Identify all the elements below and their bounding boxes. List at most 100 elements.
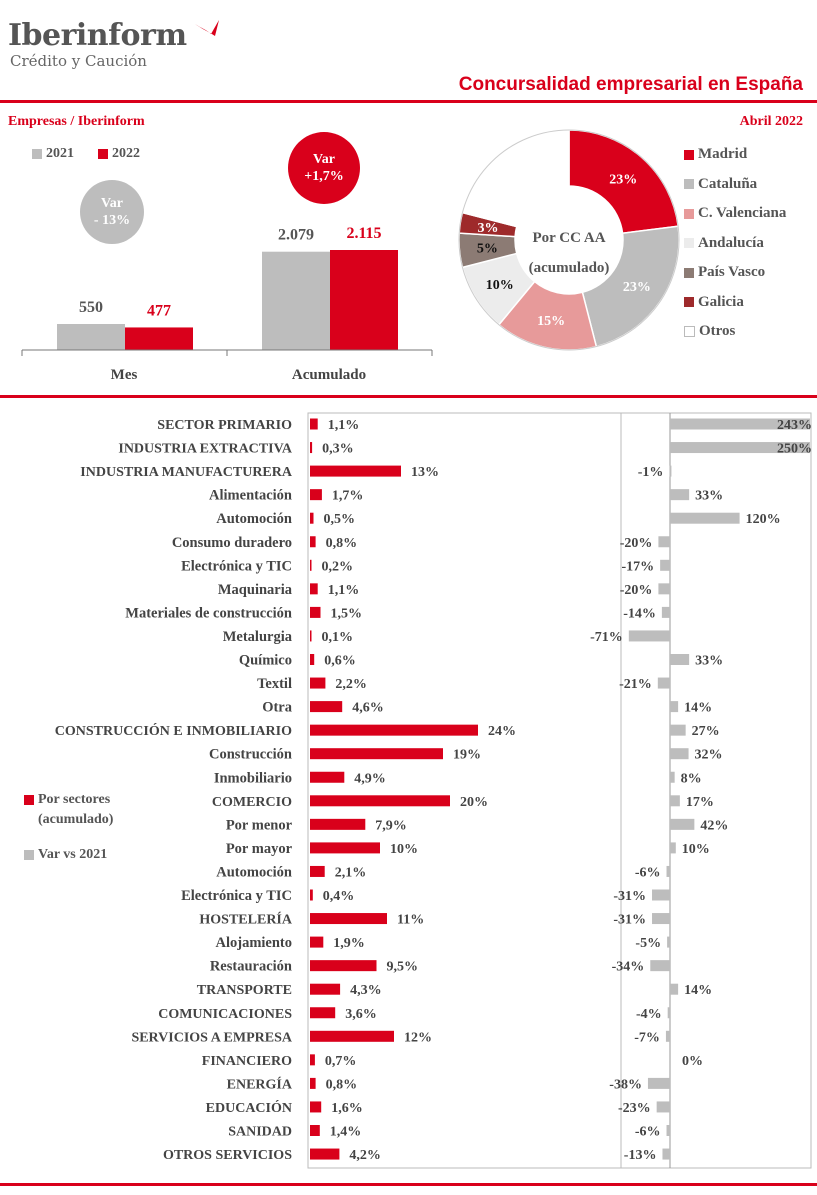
- share-bar-qu-mico-10: [310, 654, 315, 665]
- var-bar-materiales-de-construcci-n-8: [661, 606, 670, 618]
- donut-legend-swatch: [684, 297, 694, 308]
- share-label-inmobiliario-15: 4,9%: [354, 771, 386, 786]
- donut-legend-label: País Vasco: [698, 264, 766, 280]
- sector-label-sanidad-30: SANIDAD: [228, 1125, 292, 1140]
- var-bar-electr-nica-y-tic-20: [652, 889, 670, 901]
- share-label-sector-primario-0: 1,1%: [328, 418, 360, 433]
- share-label-hosteler-a-21: 11%: [397, 913, 424, 928]
- legend-2022-label: 2022: [112, 146, 140, 161]
- var-label-comunicaciones-25: -4%: [636, 1007, 662, 1022]
- donut-legend-label: Cataluña: [698, 175, 758, 192]
- var-bar-consumo-duradero-5: [658, 536, 670, 548]
- bar-2021-mes: [57, 323, 125, 350]
- donut-marks: 23% 23% 15% 10% 5% 3%: [458, 129, 680, 351]
- legend-2021-label: 2021: [46, 146, 74, 161]
- brand-logo: Iberinform: [8, 18, 223, 53]
- legend-2022: 2022: [98, 146, 140, 162]
- var-label-servicios-a-empresa-26: -7%: [634, 1030, 660, 1045]
- brand-name: Iberinform: [8, 18, 187, 53]
- var-bar-energ-a-28: [647, 1077, 670, 1089]
- brand-swoosh-icon: [194, 20, 219, 36]
- donut-legend-item: Galicia: [684, 294, 786, 324]
- var-bar-sanidad-30: [666, 1125, 670, 1136]
- var-label-comercio-16: 17%: [686, 795, 714, 810]
- var-label-sector-primario-0: 243%: [777, 418, 812, 433]
- var-label-educaci-n-29: -23%: [618, 1101, 651, 1116]
- share-label-consumo-duradero-5: 0,8%: [326, 536, 358, 551]
- donut-legend-item: Madrid: [684, 146, 786, 176]
- legend-2021-swatch: [32, 148, 42, 159]
- donut-label-madrid: 23%: [609, 172, 637, 187]
- donut-legend-label: Galicia: [698, 293, 744, 310]
- donut-legend-swatch: [684, 179, 694, 190]
- donut-legend-item: País Vasco: [684, 264, 786, 294]
- share-bar-energ-a-28: [310, 1077, 316, 1089]
- var-label-textil-11: -21%: [619, 677, 652, 692]
- var-label-por-menor-17: 42%: [700, 818, 728, 833]
- var-bar-educaci-n-29: [656, 1101, 670, 1113]
- var-label-restauraci-n-23: -34%: [612, 960, 645, 975]
- sector-label-industria-extractiva-1: INDUSTRIA EXTRACTIVA: [118, 442, 293, 457]
- var-bar-servicios-a-empresa-26: [665, 1030, 670, 1042]
- share-bar-servicios-a-empresa-26: [310, 1030, 394, 1042]
- share-bar-construcci-n-e-inmobiliario-13: [310, 724, 478, 736]
- companies-bar-chart: 550 477 2.079 2.115 Mes Acumulado: [21, 225, 433, 383]
- share-bar-metalurgia-9: [310, 630, 312, 642]
- var-bar-por-menor-17: [670, 818, 695, 830]
- donut-legend-label: Otros: [699, 323, 736, 339]
- category-label-acumulado: Acumulado: [292, 367, 366, 383]
- sector-label-qu-mico-10: Químico: [239, 653, 292, 669]
- donut-legend-swatch: [684, 208, 694, 219]
- share-label-automoci-n-4: 0,5%: [324, 512, 356, 527]
- bar-label-2022-mes: 477: [147, 302, 171, 319]
- var-label-industria-extractiva-1: 250%: [777, 442, 812, 457]
- donut-outline: [458, 129, 680, 351]
- bar-label-2021-acumulado: 2.079: [278, 227, 314, 244]
- share-label-maquinaria-7: 1,1%: [328, 583, 360, 598]
- var-label-alojamiento-22: -5%: [635, 936, 661, 951]
- share-bar-por-menor-17: [310, 818, 366, 830]
- sector-label-otra-12: Otra: [262, 700, 293, 716]
- donut-center-line1: Por CC AA: [532, 230, 605, 246]
- var-label-maquinaria-7: -20%: [620, 583, 653, 598]
- var-label-materiales-de-construcci-n-8: -14%: [623, 606, 656, 621]
- var-label-construcci-n-14: 32%: [695, 748, 723, 763]
- sector-label-transporte-24: TRANSPORTE: [197, 983, 292, 998]
- share-label-construcci-n-14: 19%: [453, 748, 481, 763]
- sector-label-industria-manufacturera-2: INDUSTRIA MANUFACTURERA: [80, 465, 293, 480]
- legend-2021: 2021: [32, 146, 74, 162]
- sector-legend-share-swatch: [24, 794, 34, 805]
- share-label-energ-a-28: 0,8%: [326, 1077, 358, 1092]
- var-bar-inmobiliario-15: [670, 771, 675, 783]
- var-bar-industria-extractiva-1: [670, 442, 810, 454]
- sector-legend-var-label: Var vs 2021: [38, 847, 108, 862]
- share-label-industria-extractiva-1: 0,3%: [322, 442, 354, 457]
- sector-label-metalurgia-9: Metalurgia: [223, 629, 293, 645]
- var-bar-automoci-n-19: [666, 865, 670, 877]
- share-bar-educaci-n-29: [310, 1101, 322, 1113]
- share-label-electr-nica-y-tic-20: 0,4%: [323, 889, 355, 904]
- sector-legend-share-label: Por sectores (acumulado): [38, 792, 114, 827]
- var-bar-otros-servicios-31: [662, 1148, 670, 1160]
- var-panel-frame: [620, 412, 812, 1169]
- share-label-financiero-27: 0,7%: [325, 1054, 357, 1069]
- donut-label-catalu-a: 23%: [623, 280, 651, 295]
- share-label-restauraci-n-23: 9,5%: [387, 960, 419, 975]
- sector-label-maquinaria-7: Maquinaria: [218, 582, 293, 598]
- sector-label-consumo-duradero-5: Consumo duradero: [172, 535, 292, 551]
- var-label-industria-manufacturera-2: -1%: [638, 465, 664, 480]
- bar-2022-acumulado: [330, 250, 398, 350]
- var-bar-automoci-n-4: [670, 512, 740, 524]
- share-bar-inmobiliario-15: [310, 771, 345, 783]
- share-label-sanidad-30: 1,4%: [330, 1125, 362, 1140]
- share-bar-consumo-duradero-5: [310, 536, 316, 548]
- sector-label-materiales-de-construcci-n-8: Materiales de construcción: [125, 605, 292, 621]
- share-label-transporte-24: 4,3%: [350, 983, 382, 998]
- var-label-energ-a-28: -38%: [609, 1077, 642, 1092]
- sector-label-construcci-n-14: Construcción: [209, 747, 292, 763]
- share-bar-industria-extractiva-1: [310, 442, 313, 454]
- var-month-title: Var: [100, 196, 124, 211]
- share-bar-restauraci-n-23: [310, 960, 377, 972]
- bottom-rule: [0, 1183, 817, 1186]
- sector-label-automoci-n-19: Automoción: [216, 864, 292, 880]
